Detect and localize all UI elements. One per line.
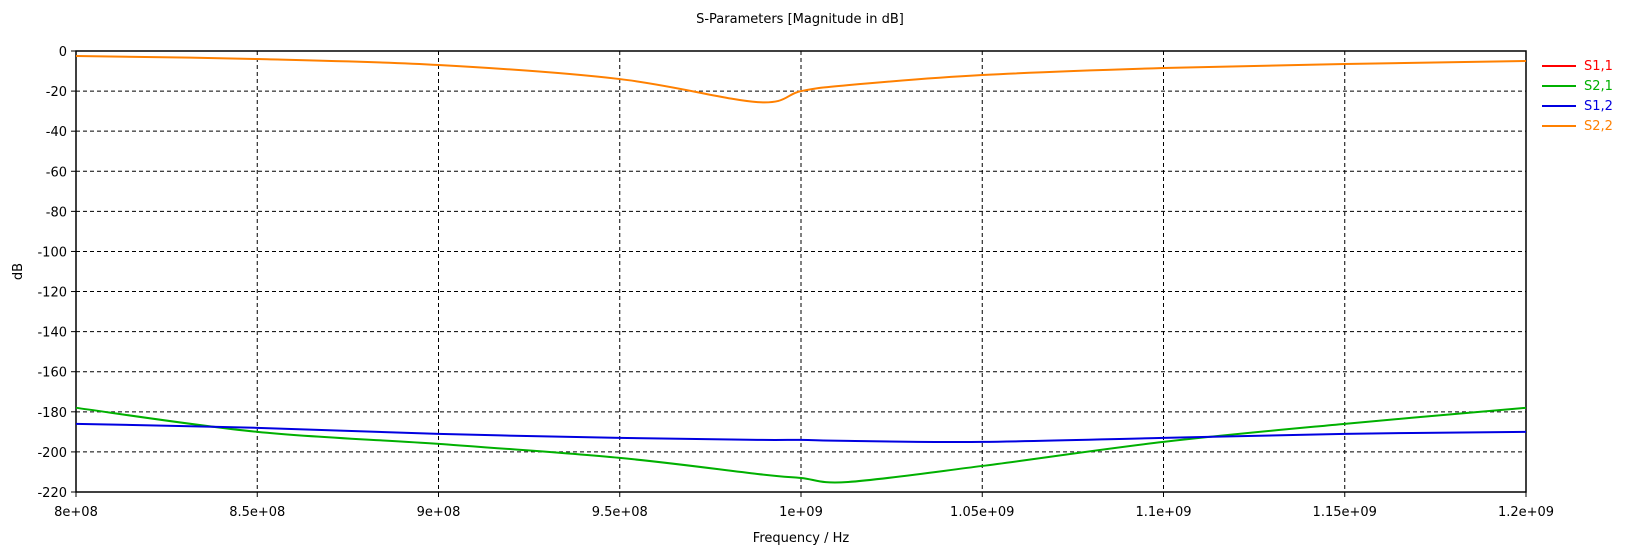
y-tick-label: -100: [37, 245, 67, 260]
legend-item: S2,1: [1542, 76, 1613, 96]
x-tick-label: 1.2e+09: [1498, 505, 1554, 520]
series-line-S2-1: [75, 406, 1527, 484]
x-tick-label: 1.1e+09: [1135, 505, 1191, 520]
legend-swatch: [1542, 65, 1576, 67]
y-tick-label: -120: [37, 286, 67, 301]
x-tick-label: 1.15e+09: [1313, 505, 1377, 520]
y-tick-label: -160: [37, 366, 67, 381]
chart-title: S-Parameters [Magnitude in dB]: [696, 12, 904, 27]
legend-label: S1,1: [1584, 58, 1613, 74]
legend-label: S2,2: [1584, 118, 1613, 134]
plot-frame: [75, 50, 1527, 493]
legend-label: S2,1: [1584, 78, 1613, 94]
legend-item: S1,1: [1542, 56, 1613, 76]
series-line-S1-2: [75, 422, 1527, 444]
y-tick-label: -80: [46, 205, 67, 220]
x-tick-label: 9e+08: [417, 505, 461, 520]
x-axis-label: Frequency / Hz: [753, 531, 850, 545]
y-tick-label: -60: [46, 165, 67, 180]
y-axis-label: dB: [11, 263, 26, 280]
legend-swatch: [1542, 85, 1576, 87]
y-tick-label: -180: [37, 406, 67, 421]
x-tick-label: 8.5e+08: [229, 505, 285, 520]
legend-item: S2,2: [1542, 116, 1613, 136]
x-tick-label: 1.05e+09: [950, 505, 1014, 520]
legend: S1,1 S2,1 S1,2 S2,2: [1542, 56, 1613, 136]
y-tick-label: 0: [59, 45, 67, 60]
y-tick-label: -220: [37, 486, 67, 501]
legend-swatch: [1542, 125, 1576, 127]
x-tick-label: 9.5e+08: [592, 505, 648, 520]
y-tick-label: -20: [46, 85, 67, 100]
series-line-S2-2: [75, 55, 1527, 104]
y-tick-label: -200: [37, 446, 67, 461]
y-tick-label: -40: [46, 125, 67, 140]
x-tick-label: 1e+09: [779, 505, 823, 520]
legend-label: S1,2: [1584, 98, 1613, 114]
legend-item: S1,2: [1542, 96, 1613, 116]
legend-swatch: [1542, 105, 1576, 107]
y-tick-label: -140: [37, 326, 67, 341]
x-tick-label: 8e+08: [54, 505, 98, 520]
